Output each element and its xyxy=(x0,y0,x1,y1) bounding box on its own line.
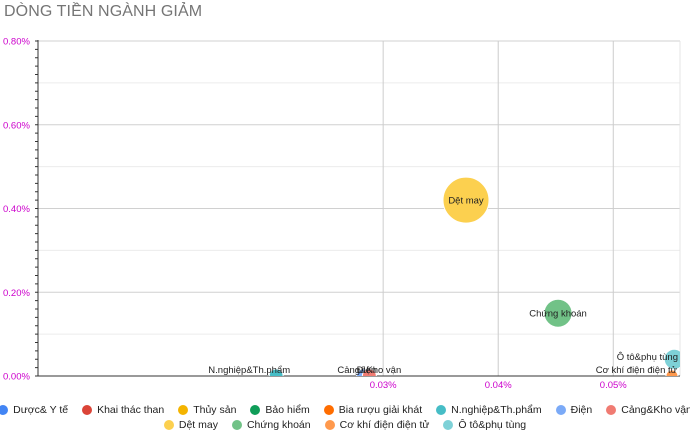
y-tick-label: 0.20% xyxy=(3,288,30,299)
y-tick-label: 0.00% xyxy=(3,372,30,383)
legend-label: Ô tô&phụ tùng xyxy=(458,418,527,431)
legend-item[interactable]: N.nghiệp&Th.phẩm xyxy=(436,403,542,416)
legend-label: Khai thác than xyxy=(97,403,165,416)
legend-item[interactable]: Ô tô&phụ tùng xyxy=(443,419,526,431)
legend-item[interactable]: Thủy sản xyxy=(178,404,236,416)
y-tick-label: 0.40% xyxy=(3,204,30,215)
bubble-label: Dệt may xyxy=(448,196,484,207)
bubble-label: Cơ khí điện điện tử xyxy=(596,365,678,376)
legend-marker-icon xyxy=(436,404,447,415)
legend-item[interactable]: Dệt may xyxy=(163,418,218,431)
y-tick-label: 0.80% xyxy=(3,37,30,48)
legend-item[interactable]: Dược& Y tế xyxy=(0,404,68,416)
legend-item[interactable]: Khai thác than xyxy=(82,404,164,416)
legend-marker-icon xyxy=(163,419,174,430)
bubble-layer xyxy=(268,176,684,383)
legend-label: Dược& Y tế xyxy=(13,403,69,416)
legend-label: Cơ khí điện điện tử xyxy=(339,418,430,431)
x-tick-label: 0.05% xyxy=(600,380,627,391)
bubble-point[interactable] xyxy=(268,368,284,383)
bubble-label: N.nghiệp&Th.phẩm xyxy=(208,365,290,376)
legend-item[interactable]: Cơ khí điện điện tử xyxy=(324,418,430,431)
x-tick-label: 0.03% xyxy=(370,380,397,391)
bubble-label: Cảng&Kho vận xyxy=(337,365,401,376)
legend-label: N.nghiệp&Th.phẩm xyxy=(451,403,542,416)
legend-item[interactable]: Cảng&Kho vận xyxy=(606,404,690,416)
legend-marker-icon xyxy=(0,404,9,415)
bubble-point[interactable] xyxy=(442,176,490,224)
legend-item[interactable]: Bia rượu giải khát xyxy=(323,403,423,416)
bubble-label: Chứng khoán xyxy=(529,309,587,320)
bubble-point[interactable] xyxy=(361,368,377,383)
legend-label: Thủy sản xyxy=(193,403,237,416)
legend-marker-icon xyxy=(231,419,242,430)
legend-label: Bảo hiểm xyxy=(265,403,310,416)
legend-marker-icon xyxy=(606,404,617,415)
legend-item[interactable]: Bảo hiểm xyxy=(250,403,310,416)
bubble-label: Ô tô&phụ tùng xyxy=(617,352,678,363)
y-tick-label: 0.60% xyxy=(3,120,30,131)
legend-marker-icon xyxy=(82,404,93,415)
bubble-label: Điện xyxy=(357,365,377,376)
legend-label: Dệt may xyxy=(178,418,218,431)
legend-marker-icon xyxy=(250,404,261,415)
legend-row: Dệt may Chứng khoán Cơ khí điện điện tử Ô t… xyxy=(0,417,690,432)
legend-marker-icon xyxy=(178,404,189,415)
legend-marker-icon xyxy=(323,404,334,415)
legend-row: Dược& Y tế Khai thác than Thủy sản Bảo hiểm… xyxy=(0,402,690,417)
scatter-chart: 0.00% 0.20% 0.40% 0.60% 0.80% 0.03% 0.04% 0.05%… xyxy=(3,37,684,391)
legend-marker-icon xyxy=(443,419,454,430)
x-tick-label: 0.04% xyxy=(485,380,512,391)
bubble-point[interactable] xyxy=(665,369,679,382)
bubble-point[interactable] xyxy=(543,298,573,328)
legend-label: Cảng&Kho vận xyxy=(621,403,690,416)
chart-legend: Dược& Y tế Khai thác than Thủy sản Bảo hiểm… xyxy=(0,402,690,432)
legend-label: Bia rượu giải khát xyxy=(338,403,423,416)
legend-marker-icon xyxy=(324,419,335,430)
legend-item[interactable]: Chứng khoán xyxy=(231,418,311,431)
legend-marker-icon xyxy=(555,404,566,415)
bubble-point[interactable] xyxy=(663,348,684,370)
legend-label: Điện xyxy=(570,403,593,416)
legend-label: Chứng khoán xyxy=(246,418,311,431)
legend-item[interactable]: Điện xyxy=(555,403,593,416)
chart-title: DÒNG TIỀN NGÀNH GIẢM xyxy=(4,3,203,20)
